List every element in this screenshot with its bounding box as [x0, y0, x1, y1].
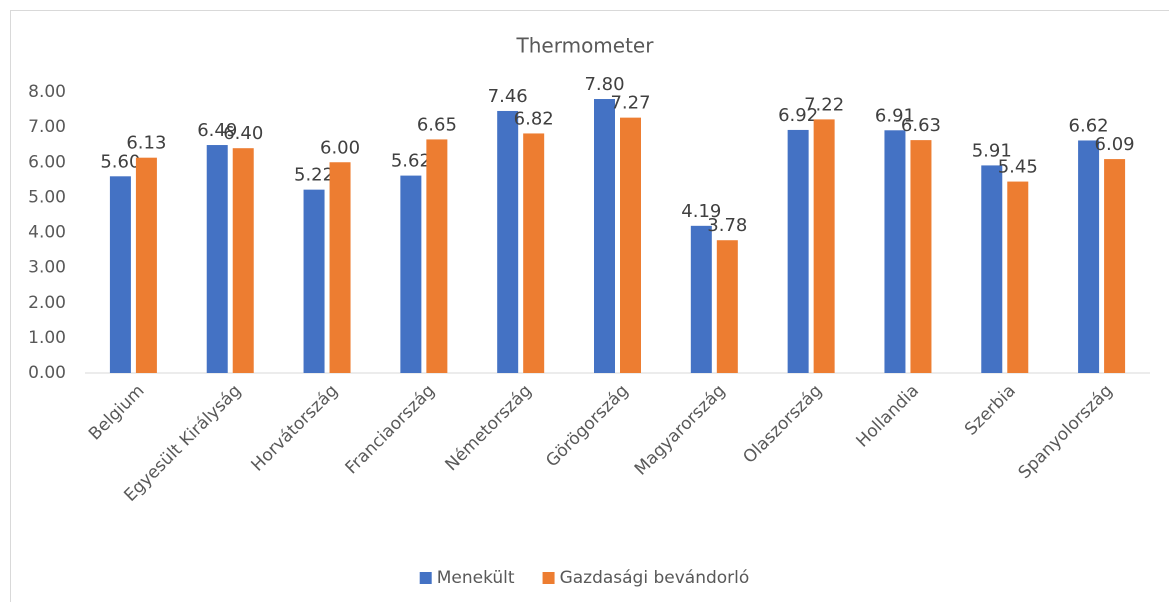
bar — [981, 165, 1003, 373]
bar — [303, 189, 325, 373]
bar — [497, 110, 519, 373]
value-label: 5.22 — [294, 165, 334, 186]
bar — [910, 140, 932, 373]
value-label: 5.62 — [391, 151, 431, 172]
value-label: 7.46 — [488, 86, 528, 107]
y-tick-label: 0.00 — [28, 363, 66, 383]
x-tick-label: Horvátország — [248, 381, 343, 476]
value-label: 7.22 — [804, 94, 844, 115]
x-tick-label: Belgium — [85, 381, 148, 444]
y-tick-label: 6.00 — [28, 152, 66, 172]
chart-title: Thermometer — [516, 34, 655, 58]
value-label: 6.00 — [320, 137, 360, 158]
chart-border — [10, 10, 1169, 602]
value-label: 6.91 — [875, 105, 915, 126]
y-tick-label: 3.00 — [28, 258, 66, 278]
y-tick-label: 4.00 — [28, 223, 66, 243]
bar — [787, 129, 809, 373]
y-tick-label: 7.00 — [28, 117, 66, 137]
bar — [232, 148, 254, 373]
bar — [426, 139, 448, 373]
value-label: 6.62 — [1069, 115, 1109, 136]
value-label: 4.19 — [681, 201, 721, 222]
value-label: 6.65 — [417, 114, 457, 135]
bar — [206, 145, 228, 373]
y-tick-label: 8.00 — [28, 82, 66, 102]
bar — [690, 225, 712, 373]
bar — [884, 130, 906, 373]
value-label: 7.27 — [610, 93, 650, 114]
legend-label: Gazdasági bevándorló — [560, 568, 750, 588]
value-label: 3.78 — [707, 215, 747, 236]
bar — [523, 133, 545, 373]
bar — [716, 240, 738, 373]
value-label: 6.63 — [901, 115, 941, 136]
value-label: 5.91 — [972, 140, 1012, 161]
y-tick-label: 1.00 — [28, 328, 66, 348]
x-tick-label: Görögország — [542, 381, 632, 471]
bar — [135, 157, 157, 373]
bar — [1078, 140, 1100, 373]
y-tick-label: 2.00 — [28, 293, 66, 313]
value-label: 6.82 — [514, 108, 554, 129]
x-tick-label: Magyarország — [631, 381, 730, 480]
value-label: 6.49 — [197, 120, 237, 141]
x-tick-label: Franciaország — [342, 381, 439, 478]
bar — [1104, 159, 1126, 373]
value-label: 6.13 — [126, 133, 166, 154]
bar — [813, 119, 835, 374]
x-tick-label: Olaszország — [739, 381, 826, 468]
value-label: 6.40 — [223, 123, 263, 144]
value-label: 5.45 — [998, 157, 1038, 178]
bar — [594, 99, 615, 374]
bar — [400, 175, 422, 373]
value-label: 6.09 — [1095, 134, 1135, 155]
value-label: 5.60 — [100, 151, 140, 172]
legend-swatch — [542, 572, 555, 584]
bar — [620, 117, 641, 373]
bar — [1007, 181, 1029, 373]
bar — [329, 162, 351, 373]
x-tick-label: Németország — [442, 381, 536, 475]
legend-label: Menekült — [437, 568, 515, 588]
y-tick-label: 5.00 — [28, 187, 66, 207]
bar — [109, 176, 131, 373]
legend-swatch — [419, 572, 432, 584]
x-tick-label: Szerbia — [961, 381, 1020, 440]
value-label: 7.80 — [584, 74, 624, 95]
x-tick-label: Spanyolország — [1015, 381, 1117, 483]
value-label: 6.92 — [778, 105, 818, 126]
x-tick-label: Hollandia — [852, 381, 923, 452]
